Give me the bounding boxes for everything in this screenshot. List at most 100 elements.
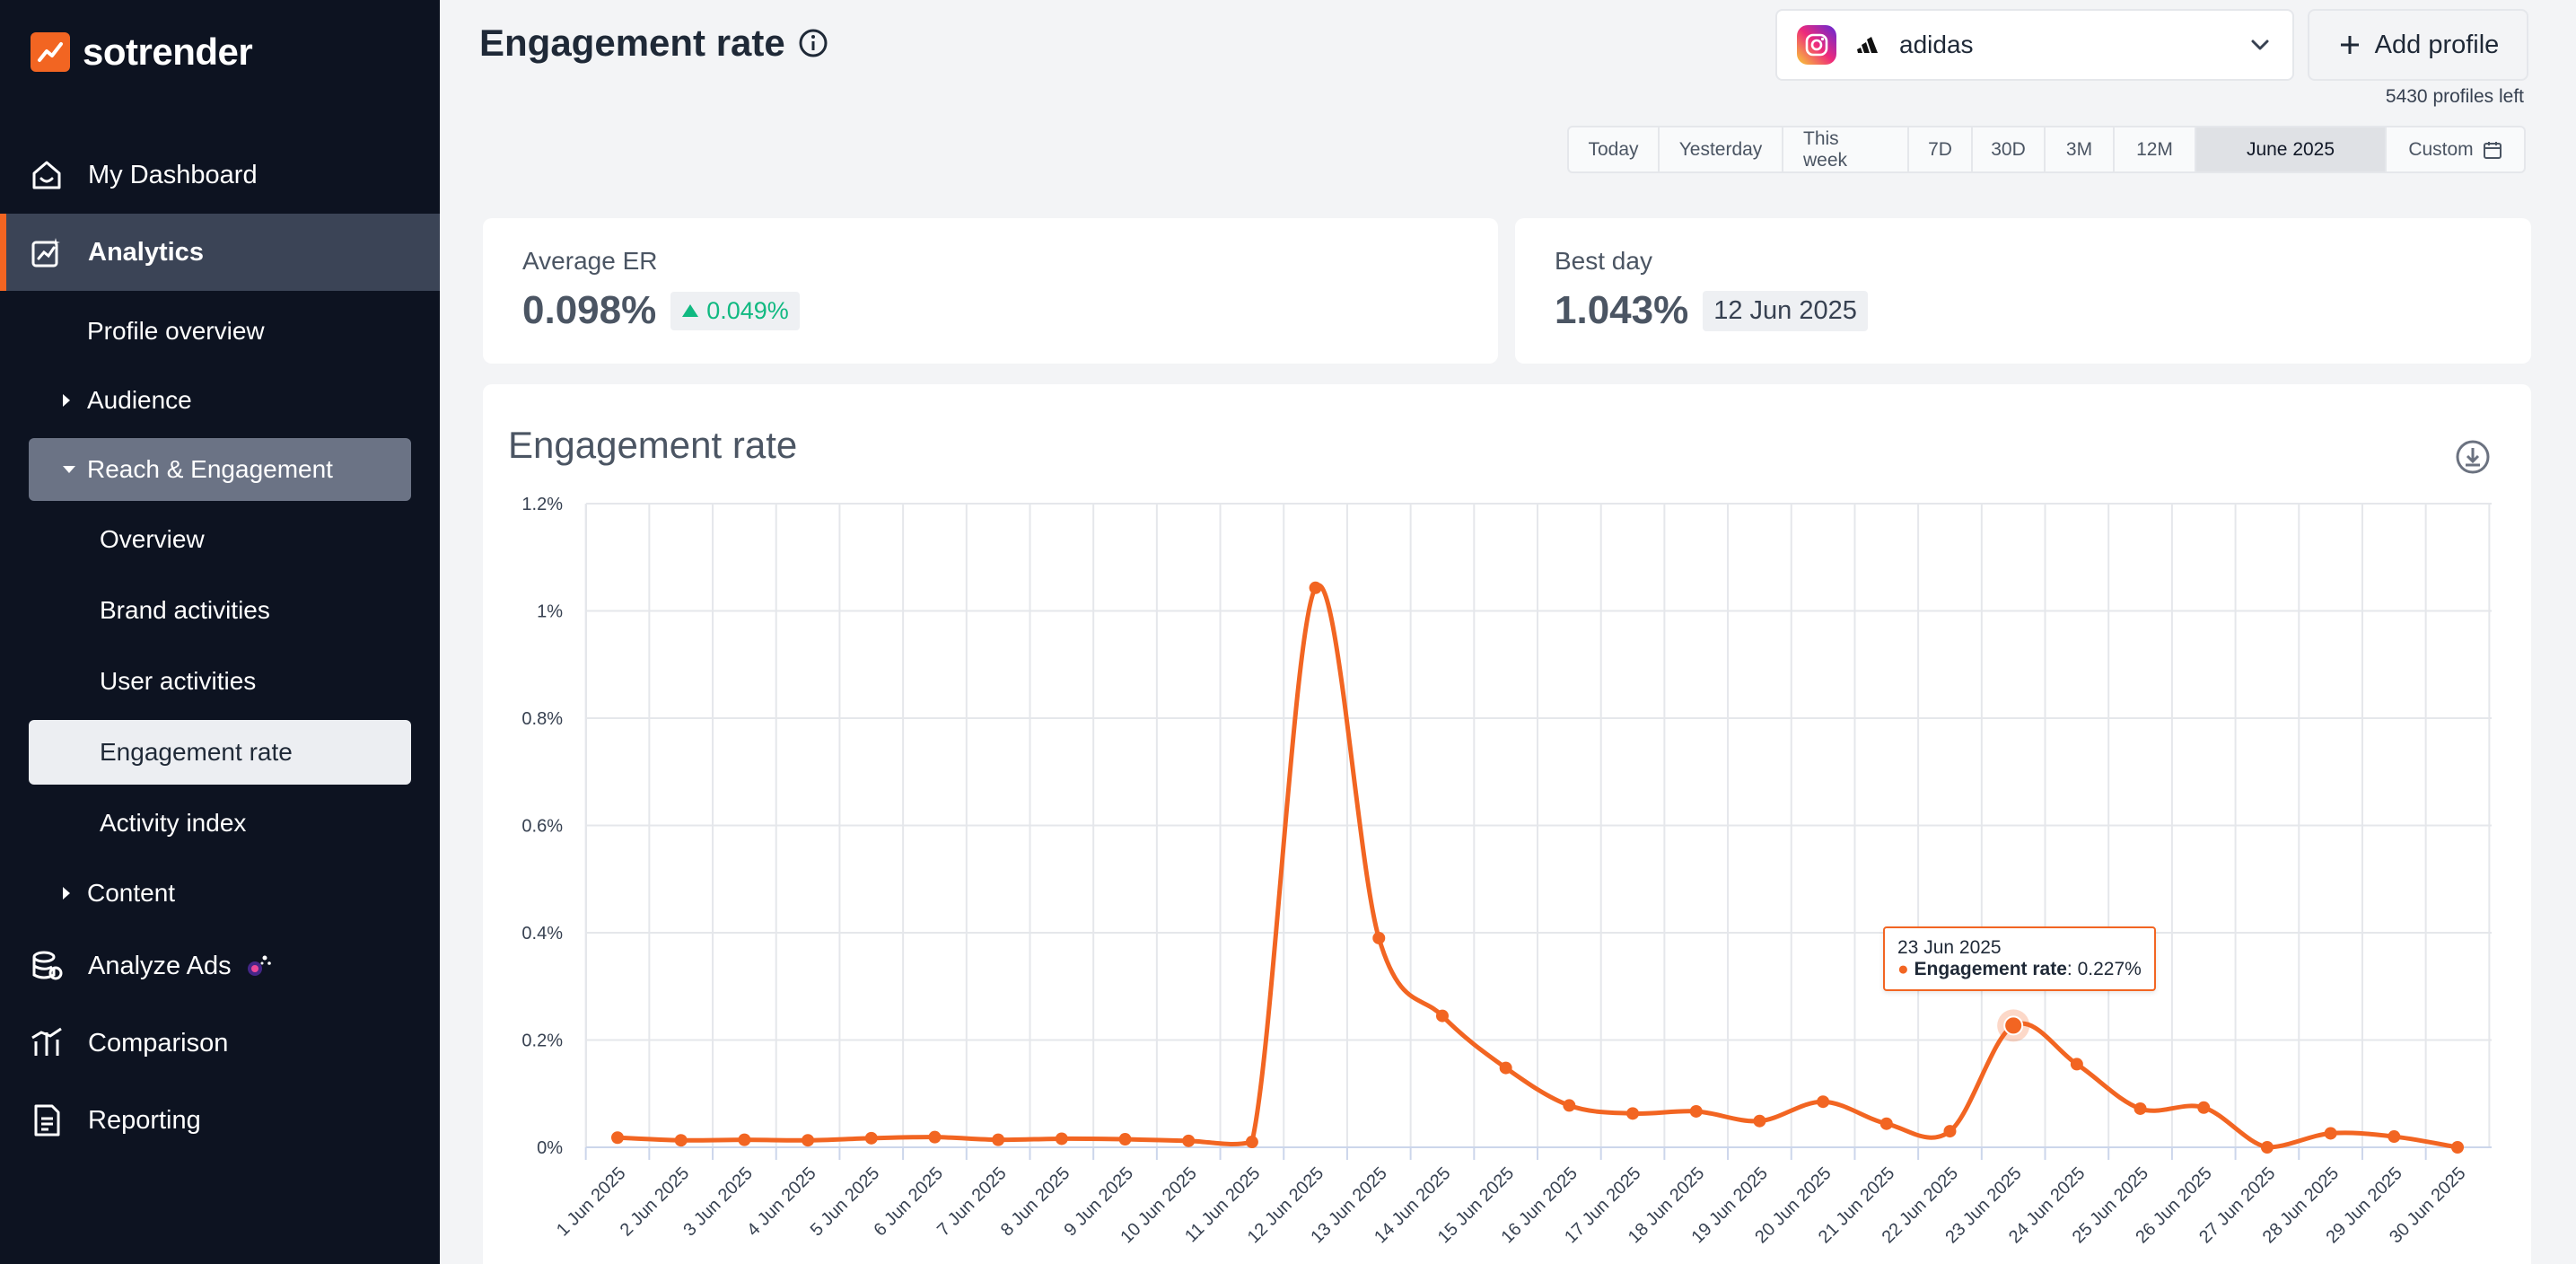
sidebar-item-overview[interactable]: Overview [0,504,440,575]
caret-right-icon [63,886,70,900]
chevron-down-icon [2251,40,2269,50]
add-profile-button[interactable]: Add profile [2308,9,2528,81]
data-point-hovered [2003,1015,2024,1036]
logo-text: sotrender [83,31,253,73]
y-tick-label: 0.6% [521,817,563,837]
best-day-card: Best day 1.043% 12 Jun 2025 [1515,218,2531,364]
sidebar-item-label: Reach & Engagement [87,455,333,483]
best-day-value: 1.043% [1555,288,1689,332]
caret-down-icon [63,466,75,473]
sidebar-item-reporting[interactable]: Reporting [0,1082,440,1159]
sidebar-item-engagement-rate[interactable]: Engagement rate [29,720,411,785]
data-point [1182,1134,1196,1147]
sidebar-item-label: Reporting [88,1105,201,1135]
sidebar-item-label: User activities [100,666,257,695]
sidebar-item-label: Profile overview [87,316,265,345]
sidebar-item-label: Audience [87,385,192,414]
range-custom[interactable]: Custom [2387,127,2524,171]
range-june-2025[interactable]: June 2025 [2196,127,2387,171]
sidebar-item-label: Analyze Ads [88,951,232,980]
instagram-icon [1797,25,1836,65]
data-point [1055,1132,1068,1146]
data-point [802,1134,815,1147]
data-point [2388,1130,2401,1144]
sidebar-item-dashboard[interactable]: My Dashboard [0,136,440,214]
data-point [992,1133,1005,1146]
sidebar-item-label: My Dashboard [88,160,258,189]
calendar-icon [2483,141,2502,159]
data-point [1879,1117,1893,1130]
sidebar-item-user-activities[interactable]: User activities [0,645,440,716]
adidas-logo-icon [1857,37,1878,53]
chart-tooltip: 23 Jun 2025 ● Engagement rate: 0.227% [1883,926,2156,991]
tooltip-row: ● Engagement rate: 0.227% [1897,959,2142,979]
logo-icon [31,32,70,72]
series-line [617,583,2458,1150]
y-tick-label: 0.4% [521,924,563,944]
data-point [2070,1058,2083,1071]
range-12m[interactable]: 12M [2115,127,2196,171]
analytics-icon [31,238,60,268]
sidebar-item-content[interactable]: Content [0,858,440,927]
sidebar: sotrender My Dashboard Analytics Profile… [0,0,440,1264]
sidebar-nav: My Dashboard Analytics Profile overview … [0,136,440,1159]
data-point [1689,1104,1703,1118]
sidebar-item-activity-index[interactable]: Activity index [0,787,440,858]
y-tick-label: 0% [537,1138,563,1158]
ads-icon [32,951,63,980]
y-tick-label: 1% [537,602,563,622]
data-point [1943,1125,1957,1138]
data-point [1372,931,1386,944]
chart-title: Engagement rate [508,424,798,466]
data-point [1753,1114,1766,1128]
best-day-date: 12 Jun 2025 [1703,290,1868,331]
range-30d[interactable]: 30D [1973,127,2046,171]
sidebar-item-label: Overview [100,524,205,553]
sidebar-item-label: Comparison [88,1028,229,1058]
range-7d[interactable]: 7D [1909,127,1973,171]
data-point [2324,1127,2337,1140]
profile-select[interactable]: adidas [1775,9,2294,81]
sidebar-item-analyze-ads[interactable]: Analyze Ads [0,927,440,1005]
caret-right-icon [63,393,70,407]
sidebar-item-audience[interactable]: Audience [0,365,440,434]
sidebar-item-label: Analytics [88,237,204,267]
sidebar-item-comparison[interactable]: Comparison [0,1005,440,1082]
dashboard-icon [32,161,61,189]
data-point [1499,1061,1512,1075]
sidebar-item-label: Activity index [100,808,247,837]
data-point [864,1131,878,1145]
average-er-label: Average ER [522,247,658,275]
logo[interactable]: sotrender [31,31,253,74]
data-point [2260,1141,2274,1154]
range-today[interactable]: Today [1569,127,1660,171]
range-3m[interactable]: 3M [2046,127,2115,171]
tooltip-value: 0.227% [2077,959,2142,979]
tooltip-series-label: Engagement rate [1914,959,2067,979]
best-day-label: Best day [1555,247,1652,275]
sidebar-item-label: Engagement rate [100,738,293,766]
sidebar-item-label: Content [87,878,176,907]
range-yesterday[interactable]: Yesterday [1660,127,1783,171]
range-this-week[interactable]: This week [1783,127,1909,171]
data-point [2451,1141,2464,1154]
profile-name: adidas [1899,31,1974,58]
data-point [1309,581,1322,594]
data-point [2197,1101,2211,1114]
info-icon[interactable] [798,28,828,58]
data-point [928,1130,942,1144]
average-er-delta-text: 0.049% [706,296,789,324]
page-title: Engagement rate [479,22,828,65]
data-point [611,1131,624,1145]
tooltip-date: 23 Jun 2025 [1897,937,2002,958]
sidebar-item-analytics[interactable]: Analytics [0,214,440,291]
data-point [2134,1102,2147,1115]
download-icon[interactable] [2454,438,2492,476]
page-title-text: Engagement rate [479,22,785,64]
sidebar-item-reach-engagement[interactable]: Reach & Engagement [29,438,411,501]
sidebar-item-brand-activities[interactable]: Brand activities [0,575,440,645]
sidebar-item-profile-overview[interactable]: Profile overview [0,296,440,365]
tooltip-dot-icon: ● [1897,959,1909,979]
data-point [738,1133,751,1146]
